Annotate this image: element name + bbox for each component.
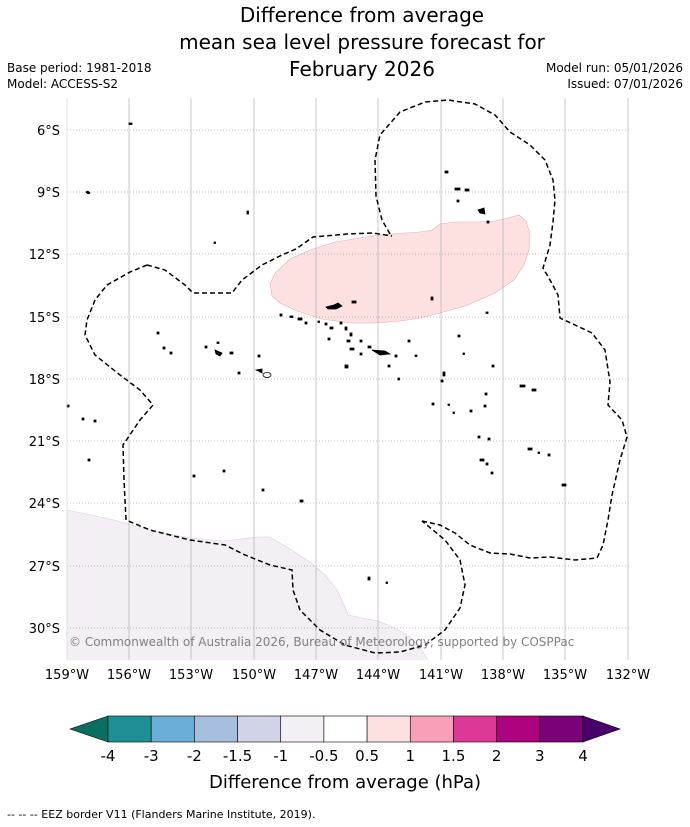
lon-label-135w: 135°W <box>543 668 587 683</box>
lat-label-18s: 18°S <box>29 373 60 388</box>
colorbar-segment-1 <box>150 715 195 743</box>
title-line-3: February 2026 <box>289 57 435 81</box>
lon-label-147w: 147°W <box>294 668 338 683</box>
colorbar-segment-4 <box>280 715 325 743</box>
colorbar-over-arrow <box>582 715 621 743</box>
lon-label-132w: 132°W <box>606 668 650 683</box>
islands <box>66 122 567 584</box>
issued-date: Issued: 07/01/2026 <box>567 77 683 91</box>
eez-border-east <box>374 99 628 561</box>
colorbar-segment-6 <box>366 715 411 743</box>
lat-label-9s: 9°S <box>37 186 60 201</box>
colorbar-label-7: 1 <box>405 747 415 765</box>
title-line-2: mean sea level pressure forecast for <box>179 30 545 54</box>
map-title: Difference from average mean sea level p… <box>0 2 690 83</box>
colorbar-label-5: -0.5 <box>309 747 338 765</box>
copyright-text: © Commonwealth of Australia 2026, Bureau… <box>69 635 574 649</box>
colorbar-label-6: 0.5 <box>355 747 379 765</box>
lat-label-15s: 15°S <box>29 311 60 326</box>
lon-label-156w: 156°W <box>107 668 151 683</box>
model-name: Model: ACCESS-S2 <box>7 77 119 91</box>
colorbar-segment-2 <box>194 715 238 743</box>
colorbar-segment-10 <box>539 715 584 743</box>
lat-labels: 6°S 9°S 12°S 15°S 18°S 21°S 24°S 27°S 30… <box>29 124 60 637</box>
lat-label-30s: 30°S <box>29 622 60 637</box>
lon-label-141w: 141°W <box>419 668 463 683</box>
colorbar-label-3: -1.5 <box>223 747 252 765</box>
lon-label-144w: 144°W <box>356 668 400 683</box>
lat-label-24s: 24°S <box>29 497 60 512</box>
colorbar-title: Difference from average (hPa) <box>209 772 481 793</box>
positive-anomaly-region <box>269 214 531 324</box>
colorbar-label-11: 4 <box>578 747 588 765</box>
colorbar-label-1: -3 <box>144 747 159 765</box>
lon-labels: 159°W 156°W 153°W 150°W 147°W 144°W 141°… <box>45 668 650 683</box>
colorbar-label-9: 2 <box>492 747 502 765</box>
colorbar: -4 -3 -2 -1.5 -1 -0.5 0.5 1 1.5 2 3 4 Difference fr… <box>69 715 621 793</box>
colorbar-segments <box>107 715 584 743</box>
colorbar-segment-3 <box>237 715 282 743</box>
colorbar-segment-0 <box>107 715 152 743</box>
lat-label-21s: 21°S <box>29 435 60 450</box>
lat-label-6s: 6°S <box>37 124 60 139</box>
colorbar-label-8: 1.5 <box>442 747 466 765</box>
colorbar-segment-9 <box>496 715 541 743</box>
negative-anomaly-region <box>66 509 429 661</box>
colorbar-segment-8 <box>453 715 497 743</box>
lat-gridlines <box>67 129 629 629</box>
colorbar-label-10: 3 <box>535 747 545 765</box>
colorbar-segment-5 <box>323 715 368 743</box>
lon-label-138w: 138°W <box>481 668 525 683</box>
meta-left: Base period: 1981-2018 Model: ACCESS-S2 <box>7 60 152 92</box>
title-line-1: Difference from average <box>239 3 485 27</box>
eez-footnote: -- -- -- EEZ border V11 (Flanders Marine… <box>7 808 316 821</box>
lat-label-27s: 27°S <box>29 560 60 575</box>
colorbar-under-arrow <box>69 715 109 743</box>
lon-label-159w: 159°W <box>45 668 89 683</box>
eez-border-west <box>84 264 466 654</box>
colorbar-label-0: -4 <box>101 747 116 765</box>
colorbar-segment-7 <box>409 715 454 743</box>
colorbar-label-2: -2 <box>187 747 202 765</box>
lon-label-150w: 150°W <box>232 668 276 683</box>
base-period: Base period: 1981-2018 <box>7 61 152 75</box>
colorbar-label-4: -1 <box>273 747 288 765</box>
colorbar-labels: -4 -3 -2 -1.5 -1 -0.5 0.5 1 1.5 2 3 4 <box>101 747 588 765</box>
eez-border-central <box>146 232 393 294</box>
lon-label-153w: 153°W <box>169 668 213 683</box>
eez-borders <box>84 99 628 654</box>
model-run: Model run: 05/01/2026 <box>545 61 683 75</box>
lat-label-12s: 12°S <box>29 248 60 263</box>
meta-right: Model run: 05/01/2026 Issued: 07/01/2026 <box>546 60 683 92</box>
